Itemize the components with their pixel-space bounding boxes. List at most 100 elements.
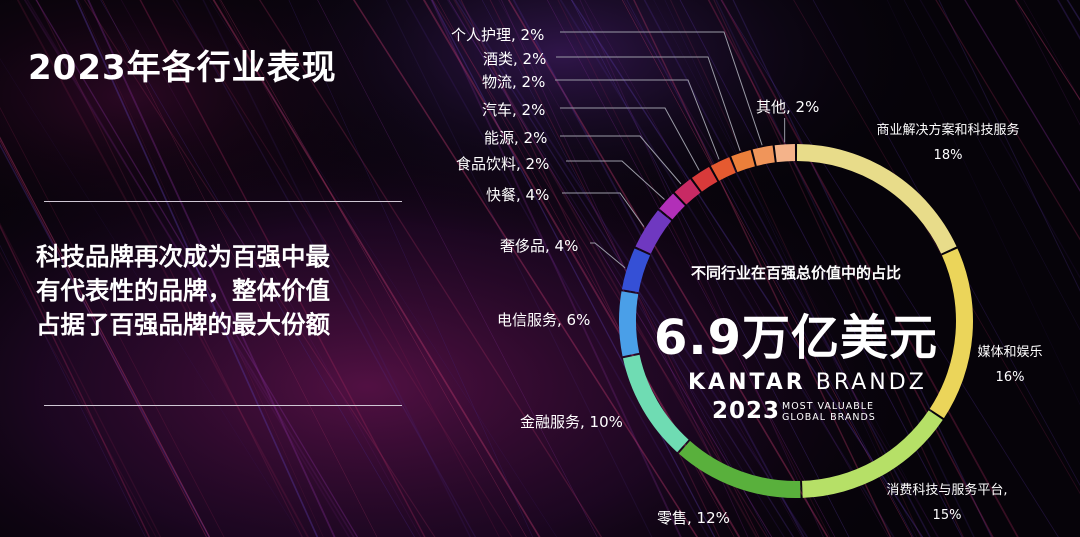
background-streak xyxy=(481,0,770,537)
background-streak xyxy=(720,0,1019,537)
background-streak xyxy=(120,0,422,537)
background-streak xyxy=(0,224,151,537)
logo-brandz: BRANDZ xyxy=(815,370,927,395)
label-logistics: 物流, 2% xyxy=(482,73,546,91)
background-streak xyxy=(26,0,351,537)
background-streak xyxy=(431,0,716,537)
background-streak xyxy=(713,0,964,537)
kantar-brandz-logo: KANTAR BRANDZ xyxy=(688,370,927,395)
label-retail: 零售, 12% xyxy=(657,509,730,527)
background-streak xyxy=(0,244,146,537)
background-streak xyxy=(220,0,527,537)
background-streak xyxy=(512,0,805,537)
background-streak xyxy=(172,0,513,537)
background-streak xyxy=(454,0,795,537)
donut-slice xyxy=(796,144,957,254)
background-streak xyxy=(0,222,162,537)
background-streak xyxy=(317,0,598,537)
background-streak xyxy=(139,0,426,537)
background-streak xyxy=(919,0,1080,279)
leader-line xyxy=(560,135,682,185)
background-streak xyxy=(258,0,603,537)
total-value: 6.9万亿美元 xyxy=(653,310,939,366)
label-alcohol: 酒类, 2% xyxy=(483,50,547,68)
headline: 科技品牌再次成为百强中最 有代表性的品牌，整体价值 占据了百强品牌的最大份额 xyxy=(36,240,416,342)
label-media-name: 媒体和娱乐 xyxy=(977,345,1043,360)
headline-line-2: 有代表性的品牌，整体价值 xyxy=(36,276,330,305)
label-business-solutions: 商业解决方案和科技服务 18% xyxy=(858,118,1038,168)
background-streak xyxy=(23,0,355,537)
label-telecom: 电信服务, 6% xyxy=(497,311,591,329)
label-other: 其他, 2% xyxy=(756,98,820,116)
page-title: 2023年各行业表现 xyxy=(28,48,337,88)
background-streak xyxy=(498,0,803,537)
divider-top xyxy=(44,201,402,202)
background-streak xyxy=(0,139,208,537)
donut-slice xyxy=(619,291,640,357)
background-streak xyxy=(707,0,994,537)
leader-line xyxy=(562,192,645,227)
background-streak xyxy=(584,0,889,537)
background-streak xyxy=(964,0,1080,192)
background-streak xyxy=(385,0,653,537)
label-personal-care: 个人护理, 2% xyxy=(451,26,545,44)
background-streak xyxy=(352,0,699,537)
background-streak xyxy=(720,0,1059,537)
label-media-value: 16% xyxy=(995,370,1025,385)
chart-subtitle: 不同行业在百强总价值中的占比 xyxy=(690,264,901,282)
background-streak xyxy=(0,143,210,537)
donut-slice xyxy=(802,410,943,498)
donut-slice xyxy=(621,248,651,293)
background-streak xyxy=(87,0,336,537)
background-streak xyxy=(679,0,963,537)
headline-line-3: 占据了百强品牌的最大份额 xyxy=(36,310,330,339)
background-streak xyxy=(288,0,533,537)
background-streak xyxy=(16,0,309,537)
leader-line xyxy=(566,160,665,200)
background-streak xyxy=(1023,0,1080,101)
label-business-solutions-name: 商业解决方案和科技服务 xyxy=(876,123,1020,138)
background-streak xyxy=(448,0,773,537)
donut-slice xyxy=(691,166,718,192)
background-streak xyxy=(1014,0,1080,126)
leader-line xyxy=(560,31,763,146)
logo-tagline-1: MOST VALUABLE xyxy=(782,401,875,412)
label-consumer-tech-value: 15% xyxy=(932,508,962,523)
background-streak xyxy=(35,0,359,537)
headline-line-1: 科技品牌再次成为百强中最 xyxy=(36,242,330,271)
donut-slice xyxy=(659,193,685,220)
background-streak xyxy=(571,0,850,537)
donut-slice xyxy=(710,157,736,181)
label-business-solutions-value: 18% xyxy=(933,148,963,163)
background-streak xyxy=(935,0,1080,241)
label-auto: 汽车, 2% xyxy=(482,101,546,119)
background-streak xyxy=(546,0,836,537)
logo-tagline-2: GLOBAL BRANDS xyxy=(782,412,876,423)
background-streak xyxy=(209,0,557,537)
background-streak xyxy=(886,0,1080,406)
background-streak xyxy=(507,0,829,537)
logo-kantar: KANTAR xyxy=(688,370,806,395)
background-streak xyxy=(102,0,378,537)
background-streak xyxy=(1015,0,1080,101)
leader-line xyxy=(556,56,741,152)
background-streak xyxy=(202,0,472,537)
background-streak xyxy=(903,0,1080,331)
background-streak xyxy=(732,0,993,537)
donut-slice xyxy=(678,440,801,498)
donut-slice xyxy=(731,149,755,173)
background-streak xyxy=(715,0,975,537)
donut-slice xyxy=(674,179,701,205)
logo-year: 2023 xyxy=(712,398,781,424)
divider-bottom xyxy=(44,405,402,406)
background-streak xyxy=(218,0,500,537)
label-consumer-tech-name: 消费科技与服务平台, xyxy=(886,483,1008,498)
background-streak xyxy=(405,0,709,537)
donut-slice xyxy=(635,210,672,254)
donut-slice xyxy=(774,144,796,163)
background-streak xyxy=(83,0,436,537)
leader-line xyxy=(590,242,626,269)
background-streak xyxy=(633,0,892,537)
background-streak xyxy=(75,0,319,537)
background-streak xyxy=(0,106,225,537)
